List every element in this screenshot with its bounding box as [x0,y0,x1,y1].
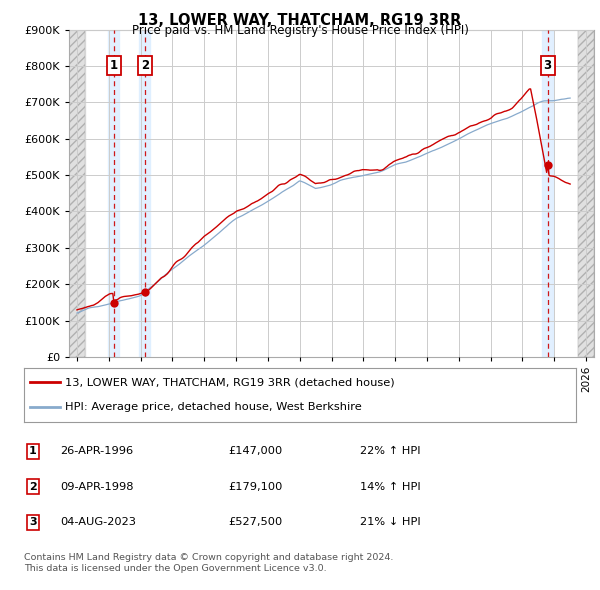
Bar [108,30,119,357]
Text: HPI: Average price, detached house, West Berkshire: HPI: Average price, detached house, West… [65,402,362,412]
Text: 09-APR-1998: 09-APR-1998 [60,482,133,491]
Text: 2: 2 [29,482,37,491]
Bar [578,30,594,357]
Text: Contains HM Land Registry data © Crown copyright and database right 2024.: Contains HM Land Registry data © Crown c… [24,553,394,562]
Text: 1: 1 [29,447,37,456]
Text: 21% ↓ HPI: 21% ↓ HPI [360,517,421,527]
Text: 13, LOWER WAY, THATCHAM, RG19 3RR: 13, LOWER WAY, THATCHAM, RG19 3RR [139,13,461,28]
Text: 1: 1 [110,59,118,72]
Text: This data is licensed under the Open Government Licence v3.0.: This data is licensed under the Open Gov… [24,565,326,573]
Bar [69,30,85,357]
Text: 3: 3 [29,517,37,527]
Text: £147,000: £147,000 [228,447,282,456]
Text: £179,100: £179,100 [228,482,283,491]
Text: 04-AUG-2023: 04-AUG-2023 [60,517,136,527]
Bar [578,30,594,357]
Bar [139,30,151,357]
Text: 3: 3 [544,59,552,72]
Text: Price paid vs. HM Land Registry's House Price Index (HPI): Price paid vs. HM Land Registry's House … [131,24,469,37]
Text: 2: 2 [141,59,149,72]
Text: 26-APR-1996: 26-APR-1996 [60,447,133,456]
Text: £527,500: £527,500 [228,517,282,527]
Bar [542,30,553,357]
Text: 13, LOWER WAY, THATCHAM, RG19 3RR (detached house): 13, LOWER WAY, THATCHAM, RG19 3RR (detac… [65,377,395,387]
Text: 22% ↑ HPI: 22% ↑ HPI [360,447,421,456]
Bar [69,30,85,357]
Text: 14% ↑ HPI: 14% ↑ HPI [360,482,421,491]
